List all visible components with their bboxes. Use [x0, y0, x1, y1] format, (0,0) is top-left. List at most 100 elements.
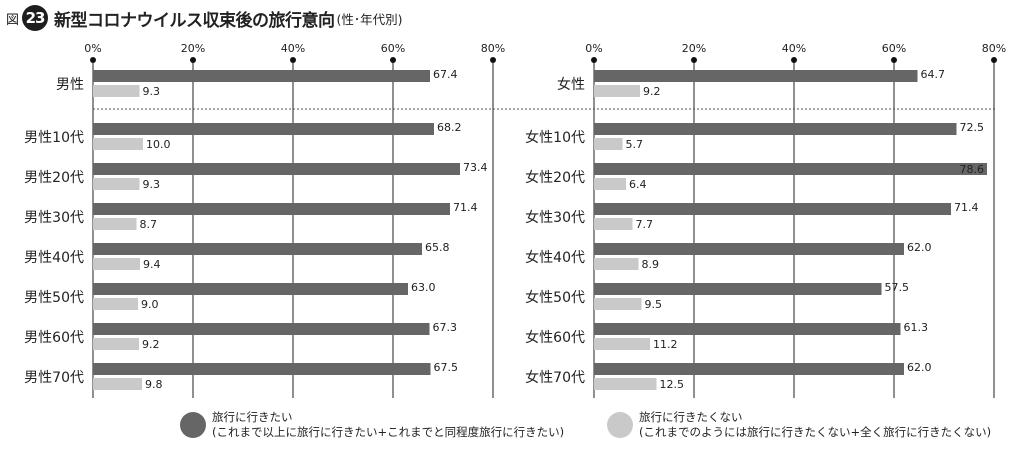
- value-label-want: 62.0: [907, 241, 932, 254]
- bar-not-want: [93, 218, 137, 230]
- tick-dot: [90, 57, 96, 63]
- category-label: 男性: [56, 77, 84, 93]
- category-label: 女性50代: [525, 289, 585, 306]
- bar-not-want: [594, 258, 639, 270]
- category-label: 男性30代: [24, 210, 84, 226]
- bar-not-want: [594, 338, 650, 350]
- value-label-want: 57.5: [885, 281, 910, 294]
- tick-label: 20%: [181, 42, 205, 55]
- value-label-want: 71.4: [954, 201, 979, 214]
- category-label: 女性10代: [525, 129, 585, 146]
- value-label-not-want: 8.7: [140, 218, 158, 231]
- value-label-not-want: 6.4: [629, 178, 647, 191]
- tick-label: 40%: [281, 42, 305, 55]
- bar-want: [594, 243, 904, 255]
- value-label-not-want: 5.7: [626, 138, 644, 151]
- bar-not-want: [594, 298, 642, 310]
- category-label: 男性40代: [24, 250, 84, 266]
- legend-note: (これまでのようには旅行に行きたくない+全く旅行に行きたくない): [639, 425, 992, 439]
- value-label-not-want: 9.2: [142, 338, 160, 351]
- category-label: 男性20代: [24, 170, 84, 186]
- value-label-want: 73.4: [463, 161, 488, 174]
- category-label: 男性60代: [24, 330, 84, 346]
- bar-not-want: [93, 138, 143, 150]
- value-label-want: 78.6: [960, 163, 985, 176]
- value-label-not-want: 9.8: [145, 378, 163, 391]
- bar-not-want: [594, 138, 623, 150]
- value-label-not-want: 7.7: [636, 218, 654, 231]
- value-label-want: 63.0: [411, 281, 436, 294]
- value-label-not-want: 9.2: [643, 85, 661, 98]
- tick-dot: [791, 57, 797, 63]
- chart-panel-female: 0% 20% 40% 60% 80% 女性 64.7 9.2 女性10代 72.5 5.7 女性20代…: [497, 42, 1006, 398]
- value-label-not-want: 9.0: [141, 298, 159, 311]
- tick-dot: [390, 57, 396, 63]
- bar-want: [93, 123, 434, 135]
- tick-label: 60%: [882, 42, 906, 55]
- value-label-not-want: 11.2: [653, 338, 678, 351]
- legend-name: 旅行に行きたくない: [639, 410, 743, 424]
- tick-dot: [591, 57, 597, 63]
- bar-want: [93, 243, 422, 255]
- bar-not-want: [594, 218, 633, 230]
- tick-dot: [991, 57, 997, 63]
- bar-want: [594, 363, 904, 375]
- legend-item-want: 旅行に行きたい (これまで以上に旅行に行きたい+これまでと同程度旅行に行きたい): [180, 410, 564, 440]
- category-label: 女性70代: [525, 369, 585, 386]
- tick-label: 80%: [481, 42, 505, 55]
- tick-label: 40%: [782, 42, 806, 55]
- bar-not-want: [93, 338, 139, 350]
- bar-want: [594, 283, 882, 295]
- bar-want: [594, 123, 957, 135]
- bar-want: [93, 70, 430, 82]
- value-label-want: 65.8: [425, 241, 450, 254]
- bar-not-want: [594, 378, 657, 390]
- category-label: 女性40代: [525, 249, 585, 266]
- bar-want: [93, 323, 430, 335]
- bar-not-want: [93, 258, 140, 270]
- value-label-want: 71.4: [453, 201, 478, 214]
- value-label-not-want: 9.3: [143, 178, 161, 191]
- chart-panel-male: 0% 20% 40% 60% 80% 男性 67.4 9.3 男性10代 68.2 10.0 男性20…: [24, 42, 505, 398]
- value-label-want: 64.7: [921, 68, 946, 81]
- value-label-want: 61.3: [904, 321, 929, 334]
- bar-want: [594, 203, 951, 215]
- value-label-want: 72.5: [960, 121, 985, 134]
- category-label: 女性60代: [525, 329, 585, 346]
- legend-note: (これまで以上に旅行に行きたい+これまでと同程度旅行に行きたい): [212, 425, 565, 439]
- title-row: 図 23 新型コロナウイルス収束後の旅行意向 (性･年代別): [6, 4, 403, 32]
- tick-dot: [691, 57, 697, 63]
- category-label: 男性50代: [24, 290, 84, 306]
- legend-swatch-dark: [180, 412, 206, 438]
- chart-subtitle: (性･年代別): [336, 11, 403, 27]
- bar-want: [93, 283, 408, 295]
- tick-label: 0%: [585, 42, 602, 55]
- category-label: 男性10代: [24, 130, 84, 146]
- value-label-not-want: 8.9: [642, 258, 660, 271]
- tick-label: 80%: [982, 42, 1006, 55]
- tick-dot: [891, 57, 897, 63]
- tick-dot: [490, 57, 496, 63]
- category-label: 男性70代: [24, 370, 84, 386]
- value-label-not-want: 9.3: [143, 85, 161, 98]
- legend-swatch-light: [607, 412, 633, 438]
- tick-dot: [290, 57, 296, 63]
- tick-dot: [190, 57, 196, 63]
- bar-not-want: [594, 178, 626, 190]
- bar-want: [93, 203, 450, 215]
- value-label-want: 67.5: [434, 361, 459, 374]
- category-label: 女性30代: [525, 209, 585, 226]
- value-label-want: 67.3: [433, 321, 458, 334]
- value-label-not-want: 10.0: [146, 138, 171, 151]
- bar-not-want: [93, 178, 140, 190]
- value-label-want: 67.4: [433, 68, 458, 81]
- value-label-want: 68.2: [437, 121, 462, 134]
- bar-want: [93, 363, 431, 375]
- bar-not-want: [93, 298, 138, 310]
- bar-not-want: [93, 85, 140, 97]
- legend-name: 旅行に行きたい: [212, 410, 293, 424]
- category-label: 女性: [557, 76, 585, 93]
- value-label-want: 62.0: [907, 361, 932, 374]
- tick-label: 20%: [682, 42, 706, 55]
- value-label-not-want: 12.5: [660, 378, 685, 391]
